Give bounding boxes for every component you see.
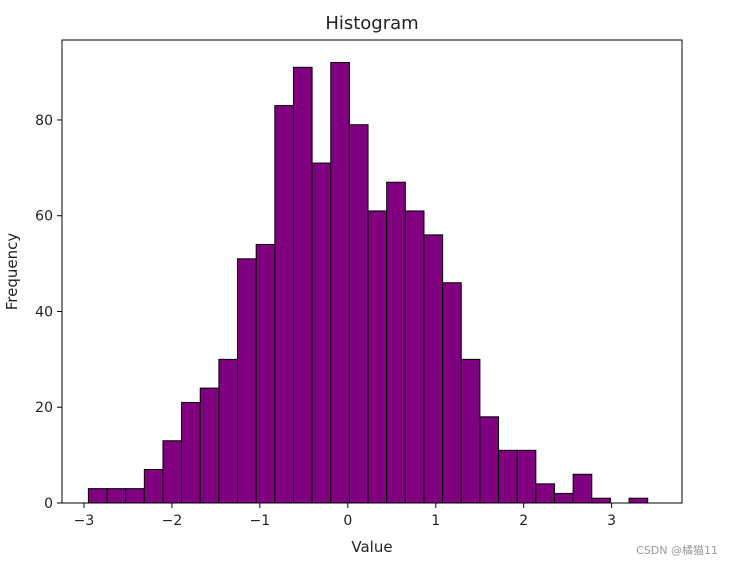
histogram-bar (125, 488, 145, 504)
bars-group (87, 62, 649, 504)
x-axis-ticks: −3 −2 −1 0 1 2 3 (74, 503, 616, 529)
x-tick-label: −2 (162, 513, 183, 529)
histogram-bar (516, 449, 537, 504)
y-tick-label: 20 (35, 400, 53, 416)
histogram-bar (535, 483, 555, 504)
x-tick-label: −3 (74, 513, 95, 529)
histogram-bar (386, 181, 406, 504)
histogram-bar (87, 488, 108, 504)
histogram-bar (274, 105, 294, 504)
histogram-bar (442, 282, 462, 504)
histogram-bar (292, 66, 313, 504)
watermark-text: CSDN @橘猫11 (636, 544, 718, 557)
histogram-bar (330, 62, 350, 504)
x-axis-label: Value (351, 538, 392, 556)
histogram-bar (311, 162, 332, 504)
histogram-bar (628, 497, 649, 504)
y-tick-label: 40 (35, 304, 53, 320)
plot-frame (61, 39, 683, 504)
histogram-bar (181, 401, 201, 504)
x-tick-label: 0 (343, 513, 352, 529)
histogram-bar (143, 468, 164, 504)
x-tick-label: 1 (431, 513, 440, 529)
histogram-bar (423, 234, 444, 504)
histogram-bar (348, 124, 369, 504)
histogram-bar (162, 440, 183, 504)
histogram-bar (199, 387, 220, 504)
histogram-bar (553, 492, 574, 504)
histogram-bar (479, 416, 500, 504)
y-tick-label: 60 (35, 209, 53, 225)
x-tick-label: −1 (250, 513, 271, 529)
histogram-bar (498, 449, 518, 504)
x-tick-label: 2 (519, 513, 528, 529)
histogram-bar (591, 497, 611, 504)
y-axis-label: Frequency (3, 233, 21, 311)
histogram-bar (255, 243, 276, 504)
histogram-bar (572, 473, 593, 504)
histogram-bar (106, 488, 127, 504)
histogram-bar (218, 358, 239, 504)
chart-title: Histogram (325, 13, 418, 34)
x-tick-label: 3 (607, 513, 616, 529)
histogram-bar (404, 210, 425, 504)
y-tick-label: 0 (44, 496, 53, 512)
histogram-bar (460, 358, 481, 504)
histogram-bar (367, 210, 388, 504)
y-axis-ticks: 0 20 40 60 80 (35, 113, 62, 512)
histogram-bar (237, 258, 257, 504)
y-tick-label: 80 (35, 113, 53, 129)
